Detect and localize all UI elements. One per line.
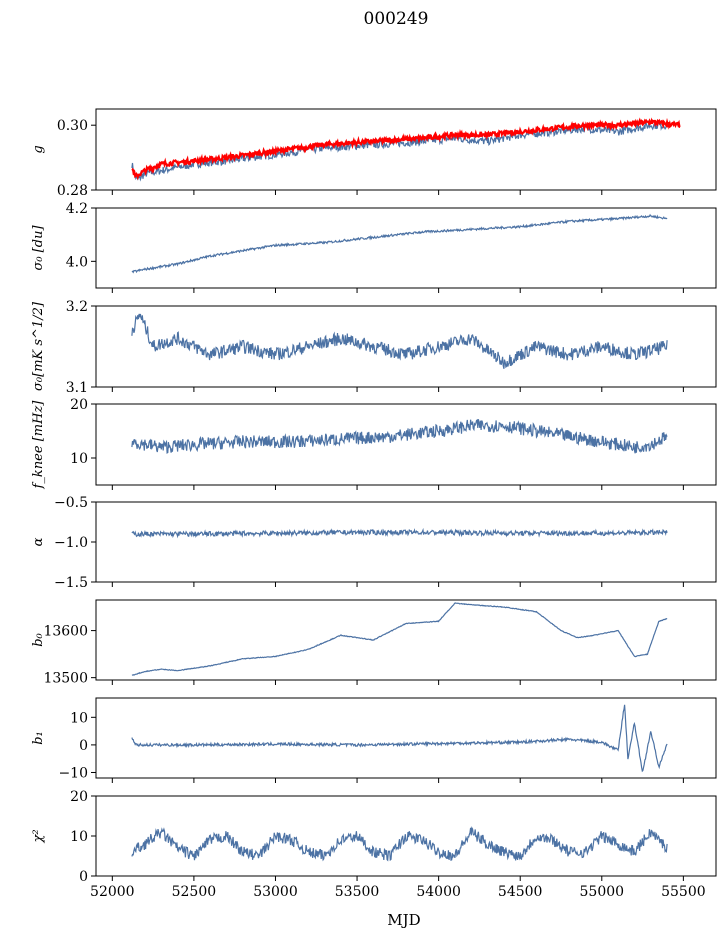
y-axis-label-g: g <box>31 145 46 153</box>
x-tick-label: 55000 <box>580 884 625 900</box>
series-b1-data <box>131 704 668 773</box>
subplot-grid: 0.28 0.30 g 4.0 4.2 σ₀ [du] 3.1 3.2 σ₀[mK s^1/2]… <box>31 108 717 900</box>
y-tick-label-alpha: −1.5 <box>54 575 88 591</box>
axes-frame-sigma0_mk <box>95 305 717 388</box>
y-tick-label-fknee: 10 <box>70 451 88 467</box>
y-tick-label-sigma0_mk: 3.1 <box>66 380 88 396</box>
y-tick-label-sigma0_du: 4.0 <box>66 254 88 270</box>
y-tick-label-b1: 10 <box>70 710 88 726</box>
y-tick-label-alpha: −0.5 <box>54 495 88 511</box>
series-sigma0_mk-data <box>131 313 668 369</box>
axes-frame-g <box>95 108 717 191</box>
subplot-b1: −10 0 10 b₁ <box>31 697 717 783</box>
x-tick-label: 53000 <box>253 884 298 900</box>
y-tick-label-b1: −10 <box>58 765 88 781</box>
y-tick-label-b0: 13600 <box>43 624 88 640</box>
y-tick-label-g: 0.30 <box>57 118 88 134</box>
y-tick-label-chi2: 10 <box>70 829 88 845</box>
y-axis-label-b0: b₀ <box>31 632 46 646</box>
series-b0-data <box>131 602 668 676</box>
y-tick-label-chi2: 20 <box>70 789 88 805</box>
y-tick-label-sigma0_du: 4.2 <box>66 201 88 217</box>
subplot-chi2: 0 10 20 52000 52500 53000 53500 54000 54500 55000… <box>31 789 717 900</box>
subplot-g: 0.28 0.30 g <box>31 108 717 199</box>
x-tick-label: 53500 <box>335 884 380 900</box>
y-axis-label-chi2: χ² <box>31 829 46 843</box>
series-g-data <box>131 121 668 182</box>
axes-frame-fknee <box>95 403 717 486</box>
subplot-fknee: 10 20 f_knee [mHz] <box>31 397 717 490</box>
x-tick-label: 54500 <box>498 884 543 900</box>
y-tick-label-b0: 13500 <box>43 671 88 687</box>
y-axis-label-sigma0_mk: σ₀[mK s^1/2] <box>31 301 46 391</box>
subplot-sigma0_du: 4.0 4.2 σ₀ [du] <box>31 201 717 293</box>
series-chi2-data <box>131 826 668 862</box>
y-axis-label-alpha: α <box>31 537 46 546</box>
y-axis-label-b1: b₁ <box>31 731 46 745</box>
y-tick-label-g: 0.28 <box>57 183 88 199</box>
subplot-sigma0_mk: 3.1 3.2 σ₀[mK s^1/2] <box>31 299 717 396</box>
x-tick-label: 55500 <box>661 884 706 900</box>
y-tick-label-alpha: −1.0 <box>54 535 88 551</box>
series-sigma0_du-data <box>131 213 668 274</box>
y-tick-label-fknee: 20 <box>70 397 88 413</box>
y-tick-label-b1: 0 <box>79 738 88 754</box>
figure-title: 000249 <box>364 9 429 29</box>
x-tick-label: 52000 <box>90 884 135 900</box>
axes-frame-alpha <box>95 501 717 583</box>
x-axis-label: MJD <box>387 911 420 929</box>
axes-frame-b1 <box>95 697 717 779</box>
axes-frame-b0 <box>95 599 717 681</box>
x-tick-label: 54000 <box>416 884 461 900</box>
series-g-model <box>131 117 681 181</box>
y-axis-label-fknee: f_knee [mHz] <box>31 400 46 490</box>
series-alpha-data <box>131 527 668 539</box>
axes-frame-sigma0_du <box>95 207 717 289</box>
y-tick-label-sigma0_mk: 3.2 <box>66 299 88 315</box>
y-tick-label-chi2: 0 <box>79 869 88 885</box>
y-axis-label-sigma0_du: σ₀ [du] <box>31 225 46 271</box>
series-fknee-data <box>131 418 668 454</box>
subplot-alpha: −1.5 −1.0 −0.5 α <box>31 495 717 591</box>
x-tick-label: 52500 <box>172 884 217 900</box>
